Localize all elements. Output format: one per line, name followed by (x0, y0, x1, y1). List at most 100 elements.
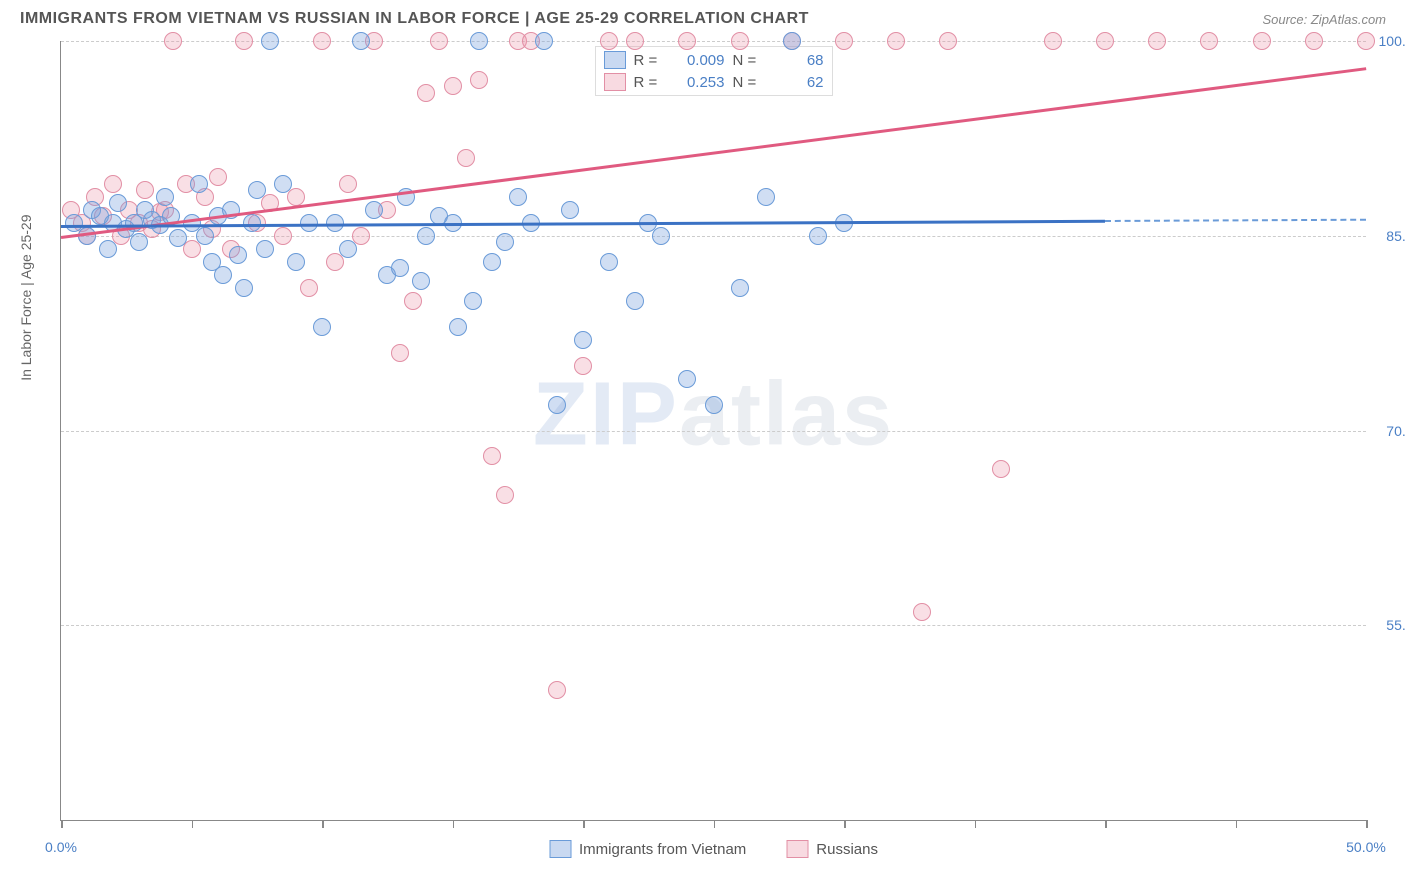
data-point-series-a (235, 279, 253, 297)
gridline-h (61, 41, 1366, 42)
trend-line-series-a-extension (1105, 219, 1366, 222)
data-point-series-a (229, 246, 247, 264)
x-tick (583, 820, 585, 828)
data-point-series-a (757, 188, 775, 206)
x-tick-label: 50.0% (1346, 839, 1386, 855)
x-tick (714, 820, 716, 828)
data-point-series-a (496, 233, 514, 251)
legend-item-series-a: Immigrants from Vietnam (549, 840, 746, 858)
data-point-series-b (1200, 32, 1218, 50)
data-point-series-a (339, 240, 357, 258)
data-point-series-a (261, 32, 279, 50)
swatch-series-a (549, 840, 571, 858)
data-point-series-b (104, 175, 122, 193)
data-point-series-a (352, 32, 370, 50)
data-point-series-a (561, 201, 579, 219)
data-point-series-b (164, 32, 182, 50)
data-point-series-a (391, 259, 409, 277)
data-point-series-a (809, 227, 827, 245)
data-point-series-b (887, 32, 905, 50)
data-point-series-b (430, 32, 448, 50)
data-point-series-b (1305, 32, 1323, 50)
chart-title: IMMIGRANTS FROM VIETNAM VS RUSSIAN IN LA… (20, 10, 809, 28)
data-point-series-a (652, 227, 670, 245)
data-point-series-b (1253, 32, 1271, 50)
data-point-series-a (483, 253, 501, 271)
data-point-series-a (470, 32, 488, 50)
x-tick (1105, 820, 1107, 828)
data-point-series-b (313, 32, 331, 50)
y-axis-title: In Labor Force | Age 25-29 (18, 214, 34, 380)
data-point-series-b (444, 77, 462, 95)
data-point-series-a (190, 175, 208, 193)
x-tick (192, 820, 194, 828)
correlation-legend: R = 0.009 N = 68 R = 0.253 N = 62 (595, 46, 833, 96)
swatch-series-b (604, 73, 626, 91)
data-point-series-a (248, 181, 266, 199)
data-point-series-a (600, 253, 618, 271)
data-point-series-a (287, 253, 305, 271)
data-point-series-b (992, 460, 1010, 478)
data-point-series-a (412, 272, 430, 290)
y-tick-label: 100.0% (1371, 33, 1406, 49)
data-point-series-b (678, 32, 696, 50)
data-point-series-b (496, 486, 514, 504)
data-point-series-a (109, 194, 127, 212)
x-tick-label: 0.0% (45, 839, 77, 855)
data-point-series-a (169, 229, 187, 247)
legend-row-series-b: R = 0.253 N = 62 (604, 71, 824, 93)
data-point-series-b (1357, 32, 1375, 50)
legend-item-series-b: Russians (786, 840, 878, 858)
data-point-series-a (464, 292, 482, 310)
gridline-h (61, 236, 1366, 237)
data-point-series-a (274, 175, 292, 193)
data-point-series-b (404, 292, 422, 310)
data-point-series-a (99, 240, 117, 258)
data-point-series-b (274, 227, 292, 245)
y-tick-label: 55.0% (1371, 617, 1406, 633)
x-tick (61, 820, 63, 828)
data-point-series-b (835, 32, 853, 50)
x-tick (453, 820, 455, 828)
data-point-series-a (156, 188, 174, 206)
data-point-series-a (705, 396, 723, 414)
gridline-h (61, 431, 1366, 432)
data-point-series-b (574, 357, 592, 375)
data-point-series-b (136, 181, 154, 199)
legend-row-series-a: R = 0.009 N = 68 (604, 49, 824, 71)
data-point-series-b (731, 32, 749, 50)
gridline-h (61, 625, 1366, 626)
data-point-series-b (300, 279, 318, 297)
data-point-series-a (365, 201, 383, 219)
data-point-series-b (626, 32, 644, 50)
data-point-series-b (287, 188, 305, 206)
data-point-series-a (256, 240, 274, 258)
data-point-series-a (535, 32, 553, 50)
x-tick (975, 820, 977, 828)
data-point-series-a (214, 266, 232, 284)
data-point-series-a (783, 32, 801, 50)
data-point-series-b (913, 603, 931, 621)
data-point-series-b (1096, 32, 1114, 50)
data-point-series-b (1148, 32, 1166, 50)
data-point-series-b (457, 149, 475, 167)
data-point-series-a (678, 370, 696, 388)
data-point-series-b (470, 71, 488, 89)
data-point-series-b (391, 344, 409, 362)
data-point-series-b (417, 84, 435, 102)
data-point-series-b (939, 32, 957, 50)
swatch-series-b (786, 840, 808, 858)
data-point-series-b (483, 447, 501, 465)
x-tick (1236, 820, 1238, 828)
data-point-series-b (548, 681, 566, 699)
data-point-series-a (313, 318, 331, 336)
data-point-series-b (339, 175, 357, 193)
chart-plot-area: In Labor Force | Age 25-29 ZIPatlas R = … (60, 41, 1366, 821)
watermark: ZIPatlas (533, 363, 894, 466)
x-tick (844, 820, 846, 828)
chart-source: Source: ZipAtlas.com (1262, 12, 1386, 27)
chart-header: IMMIGRANTS FROM VIETNAM VS RUSSIAN IN LA… (10, 10, 1396, 36)
data-point-series-a (417, 227, 435, 245)
data-point-series-a (243, 214, 261, 232)
data-point-series-a (449, 318, 467, 336)
